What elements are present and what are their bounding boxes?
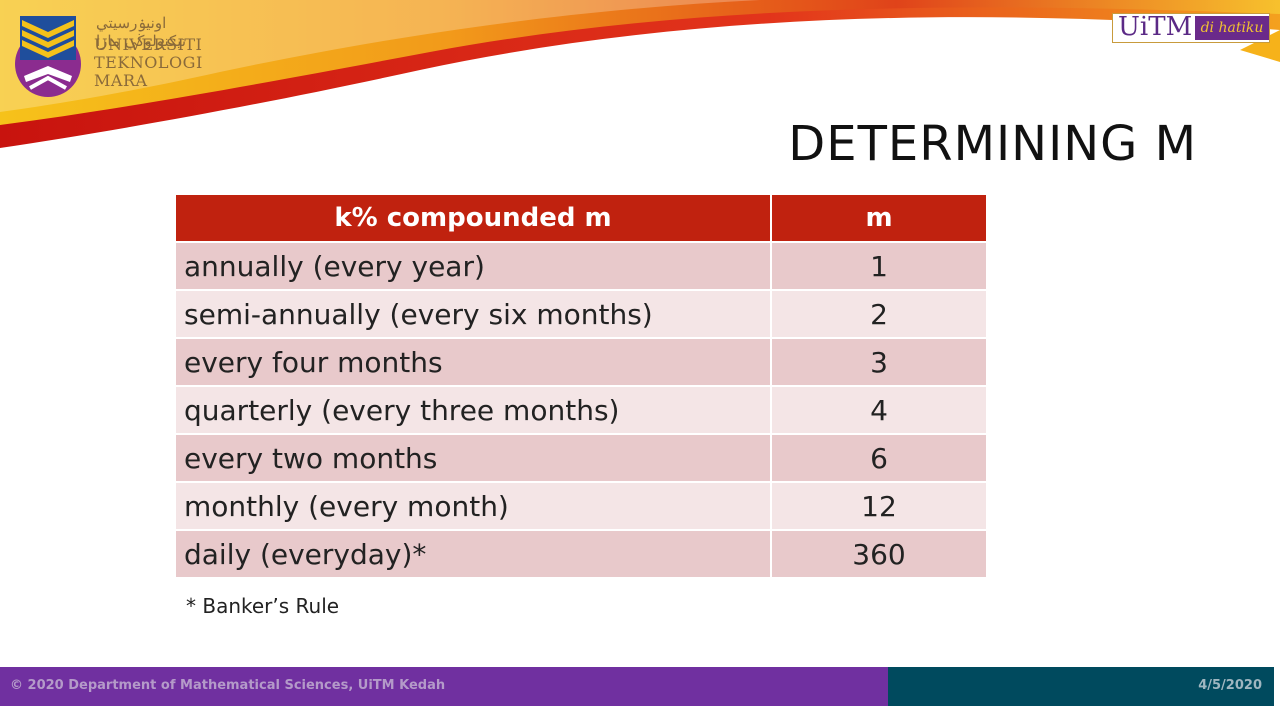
table-row: semi-annually (every six months) 2 <box>176 289 988 338</box>
row-label: every four months <box>176 337 772 386</box>
header-compounded: k% compounded m <box>176 195 772 242</box>
table-row: every two months 6 <box>176 433 988 482</box>
row-m: 2 <box>771 289 988 338</box>
university-name: UNIVERSITI TEKNOLOGI MARA <box>94 36 203 90</box>
row-label: semi-annually (every six months) <box>176 289 772 338</box>
university-name-line: MARA <box>94 71 148 90</box>
row-label: quarterly (every three months) <box>176 385 772 434</box>
row-label: monthly (every month) <box>176 481 772 530</box>
uitm-logo: اونيۏرسيتي تيكنولوڬي مارا UNIVERSITI TEK… <box>14 14 224 100</box>
row-m: 1 <box>771 241 988 290</box>
row-m: 360 <box>771 529 988 577</box>
row-label: annually (every year) <box>176 241 772 290</box>
uitm-di-hatiku-logo: UiTM di hatiku <box>1112 12 1272 65</box>
row-label: daily (everyday)* <box>176 529 772 577</box>
footer-date: 4/5/2020 <box>1198 678 1262 693</box>
tagline-sub: di hatiku <box>1195 16 1269 40</box>
footer-copyright: © 2020 Department of Mathematical Scienc… <box>10 678 446 693</box>
slide-title: DETERMINING M <box>788 116 1197 172</box>
header-swoosh <box>0 0 1280 148</box>
row-m: 6 <box>771 433 988 482</box>
university-name-line: TEKNOLOGI <box>94 53 203 72</box>
university-crest-icon <box>15 16 81 97</box>
table-row: quarterly (every three months) 4 <box>176 385 988 434</box>
tagline-box: UiTM di hatiku <box>1112 12 1270 43</box>
footer-bar: © 2020 Department of Mathematical Scienc… <box>0 667 888 706</box>
jawi-script: اونيۏرسيتي تيكنولوڬي مارا <box>96 14 187 50</box>
table-row: every four months 3 <box>176 337 988 386</box>
row-m: 3 <box>771 337 988 386</box>
compounding-table: k% compounded m m annually (every year) … <box>176 195 988 577</box>
row-m: 4 <box>771 385 988 434</box>
table-row: daily (everyday)* 360 <box>176 529 988 577</box>
tagline-main: UiTM <box>1118 12 1193 42</box>
footnote: * Banker’s Rule <box>186 594 340 618</box>
row-m: 12 <box>771 481 988 530</box>
table-header-row: k% compounded m m <box>176 195 988 242</box>
header-m: m <box>771 195 988 242</box>
university-name-line: UNIVERSITI <box>94 35 203 54</box>
table-row: monthly (every month) 12 <box>176 481 988 530</box>
row-label: every two months <box>176 433 772 482</box>
footer-date-bar: 4/5/2020 <box>888 667 1274 706</box>
table-row: annually (every year) 1 <box>176 241 988 290</box>
